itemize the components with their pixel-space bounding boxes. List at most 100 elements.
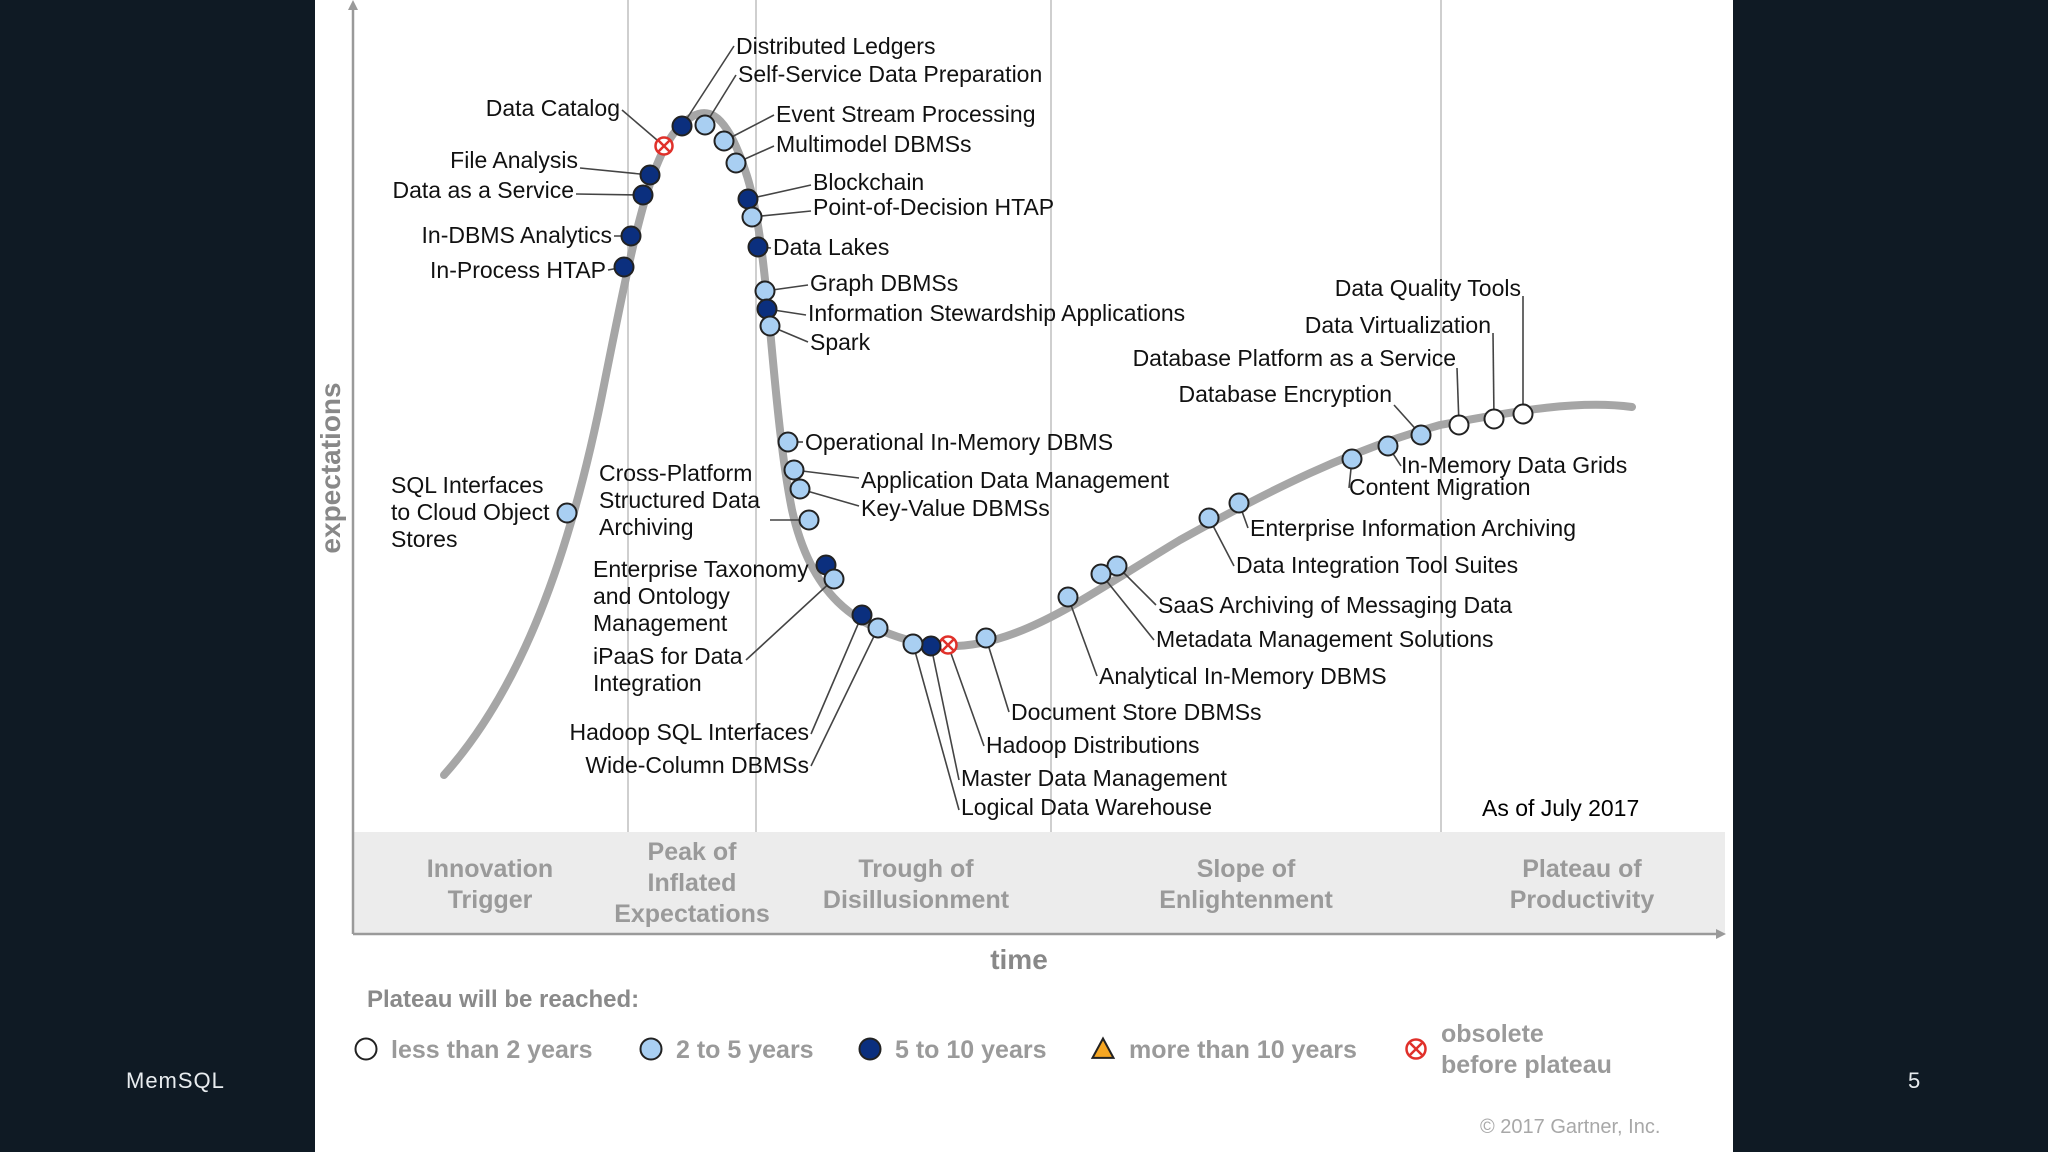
legend-marker-5-to-10-years [858, 1037, 882, 1061]
label-in-dbms-analytics: In-DBMS Analytics [422, 222, 612, 248]
marker-data-virtualization [1483, 408, 1505, 430]
marker-data-lakes [747, 236, 769, 258]
leader-data-virtualization [1492, 332, 1495, 420]
marker-data-as-a-service [632, 184, 654, 206]
label-wide-column-dbmss: Wide-Column DBMSs [585, 752, 809, 778]
leader-logical-data-warehouse [912, 643, 960, 811]
marker-database-encryption [1410, 424, 1432, 446]
label-hadoop-sql-interfaces: Hadoop SQL Interfaces [569, 719, 809, 745]
phase-innovation-trigger: Innovation Trigger [427, 855, 553, 914]
legend-marker-more-than-10-years [1090, 1036, 1116, 1059]
leader-master-data-management [930, 645, 960, 781]
label-data-as-a-service: Data as a Service [392, 177, 574, 203]
leader-document-store-dbmss [985, 637, 1010, 713]
label-hadoop-distributions: Hadoop Distributions [986, 732, 1200, 758]
leader-blockchain [747, 184, 812, 200]
marker-logical-data-warehouse [902, 633, 924, 655]
label-data-catalog: Data Catalog [486, 95, 620, 121]
phase-dividers [627, 0, 1442, 832]
marker-point-of-decision-htap [741, 206, 763, 228]
as-of-date: As of July 2017 [1482, 795, 1639, 821]
label-data-virtualization: Data Virtualization [1305, 312, 1491, 338]
legend-label-2-to-5-years: 2 to 5 years [676, 1036, 814, 1064]
legend-label-obsolete-before-plateau: obsolete before plateau [1441, 1020, 1612, 1079]
label-multimodel-dbmss: Multimodel DBMSs [776, 131, 972, 157]
phase-slope-of-enlightenment: Slope of Enlightenment [1159, 855, 1333, 914]
label-in-process-htap: In-Process HTAP [430, 257, 606, 283]
leader-application-data-management [793, 469, 860, 479]
marker-database-platform-as-a-service [1448, 414, 1470, 436]
legend-title: Plateau will be reached: [367, 986, 639, 1013]
marker-content-migration [1341, 448, 1363, 470]
marker-data-catalog [654, 136, 674, 156]
marker-ipaas-for-data-integration [823, 568, 845, 590]
label-cross-platform-structured-data-archiving: Cross-Platform Structured Data Archiving [599, 460, 760, 540]
marker-analytical-in-memory-dbms [1057, 586, 1079, 608]
phase-band [353, 832, 1725, 934]
legend-marker-2-to-5-years [639, 1037, 663, 1061]
label-file-analysis: File Analysis [450, 147, 578, 173]
label-metadata-management-solutions: Metadata Management Solutions [1156, 626, 1494, 652]
label-in-memory-data-grids: In-Memory Data Grids [1401, 452, 1627, 478]
legend-label-5-to-10-years: 5 to 10 years [895, 1036, 1047, 1064]
marker-spark [759, 315, 781, 337]
phase-trough-of-disillusionment: Trough of Disillusionment [823, 855, 1010, 914]
marker-in-memory-data-grids [1377, 435, 1399, 457]
marker-multimodel-dbmss [725, 152, 747, 174]
leader-ipaas-for-data-integration [745, 578, 835, 661]
marker-file-analysis [639, 164, 661, 186]
phase-peak-of-inflated-expectations: Peak of Inflated Expectations [614, 838, 770, 928]
x-axis-label: time [990, 944, 1048, 975]
marker-graph-dbmss [754, 280, 776, 302]
copyright: © 2017 Gartner, Inc. [1480, 1116, 1660, 1138]
marker-enterprise-information-archiving [1228, 492, 1250, 514]
y-axis-label: expectations [315, 382, 346, 553]
marker-hadoop-distributions [938, 635, 958, 655]
leader-data-as-a-service [575, 193, 644, 196]
label-application-data-management: Application Data Management [861, 467, 1170, 493]
marker-hadoop-sql-interfaces [851, 604, 873, 626]
legend-marker-less-than-2-years [354, 1037, 378, 1061]
marker-event-stream-processing [713, 130, 735, 152]
marker-key-value-dbmss [789, 478, 811, 500]
leader-hadoop-sql-interfaces [810, 614, 863, 735]
marker-in-process-htap [613, 256, 635, 278]
label-saas-archiving-of-messaging-data: SaaS Archiving of Messaging Data [1158, 592, 1512, 618]
label-event-stream-processing: Event Stream Processing [776, 101, 1036, 127]
label-point-of-decision-htap: Point-of-Decision HTAP [813, 194, 1054, 220]
label-data-quality-tools: Data Quality Tools [1335, 275, 1521, 301]
marker-data-integration-tool-suites [1198, 507, 1220, 529]
label-enterprise-information-archiving: Enterprise Information Archiving [1250, 515, 1576, 541]
marker-distributed-ledgers [671, 115, 693, 137]
label-data-integration-tool-suites: Data Integration Tool Suites [1236, 552, 1518, 578]
leader-wide-column-dbmss [810, 627, 879, 767]
label-database-encryption: Database Encryption [1178, 381, 1392, 407]
marker-wide-column-dbmss [867, 617, 889, 639]
label-graph-dbmss: Graph DBMSs [810, 270, 958, 296]
label-master-data-management: Master Data Management [961, 765, 1228, 791]
marker-sql-interfaces-to-cloud-object-stores [556, 502, 578, 524]
leader-analytical-in-memory-dbms [1067, 596, 1098, 677]
label-information-stewardship-applications: Information Stewardship Applications [808, 300, 1185, 326]
label-operational-in-memory-dbms: Operational In-Memory DBMS [805, 429, 1113, 455]
marker-data-quality-tools [1512, 403, 1534, 425]
legend-marker-obsolete-before-plateau [1405, 1038, 1427, 1060]
marker-self-service-data-preparation [694, 114, 716, 136]
label-logical-data-warehouse: Logical Data Warehouse [961, 794, 1212, 820]
leader-hadoop-distributions [947, 644, 985, 747]
label-self-service-data-preparation: Self-Service Data Preparation [738, 61, 1042, 87]
label-spark: Spark [810, 329, 871, 355]
label-ipaas-for-data-integration: iPaaS for Data Integration [593, 643, 743, 696]
axes [348, 0, 1726, 939]
marker-blockchain [737, 188, 759, 210]
marker-operational-in-memory-dbms [777, 431, 799, 453]
leader-lines [575, 45, 1524, 811]
footer-brand: MemSQL [126, 1068, 225, 1093]
legend-label-more-than-10-years: more than 10 years [1129, 1036, 1357, 1064]
marker-master-data-management [920, 635, 942, 657]
phase-plateau-of-productivity: Plateau of Productivity [1510, 855, 1655, 914]
label-key-value-dbmss: Key-Value DBMSs [861, 495, 1050, 521]
marker-information-stewardship-applications [756, 298, 778, 320]
